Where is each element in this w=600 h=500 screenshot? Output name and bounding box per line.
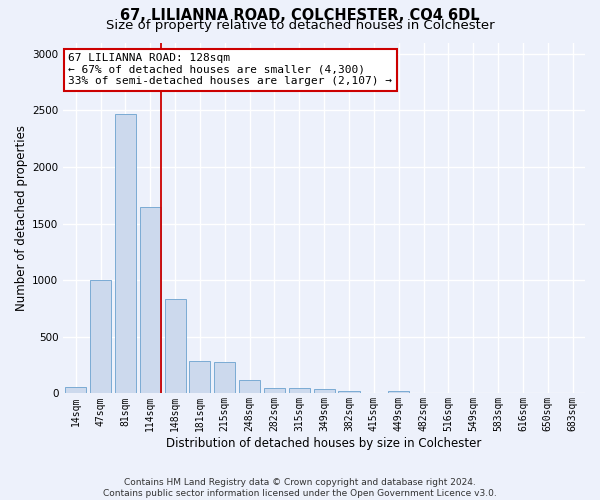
Bar bbox=[388, 390, 409, 394]
Bar bbox=[214, 362, 235, 394]
Text: Size of property relative to detached houses in Colchester: Size of property relative to detached ho… bbox=[106, 18, 494, 32]
Text: 67 LILIANNA ROAD: 128sqm
← 67% of detached houses are smaller (4,300)
33% of sem: 67 LILIANNA ROAD: 128sqm ← 67% of detach… bbox=[68, 53, 392, 86]
Bar bbox=[289, 388, 310, 394]
Bar bbox=[239, 380, 260, 394]
Bar bbox=[190, 360, 211, 394]
Bar bbox=[264, 388, 285, 394]
Bar bbox=[90, 280, 111, 394]
Bar bbox=[338, 391, 359, 394]
Bar bbox=[115, 114, 136, 394]
Y-axis label: Number of detached properties: Number of detached properties bbox=[15, 125, 28, 311]
Bar bbox=[314, 390, 335, 394]
Bar bbox=[140, 206, 161, 394]
Text: Contains HM Land Registry data © Crown copyright and database right 2024.
Contai: Contains HM Land Registry data © Crown c… bbox=[103, 478, 497, 498]
Bar bbox=[164, 300, 185, 394]
X-axis label: Distribution of detached houses by size in Colchester: Distribution of detached houses by size … bbox=[166, 437, 482, 450]
Bar bbox=[65, 387, 86, 394]
Text: 67, LILIANNA ROAD, COLCHESTER, CO4 6DL: 67, LILIANNA ROAD, COLCHESTER, CO4 6DL bbox=[120, 8, 480, 24]
